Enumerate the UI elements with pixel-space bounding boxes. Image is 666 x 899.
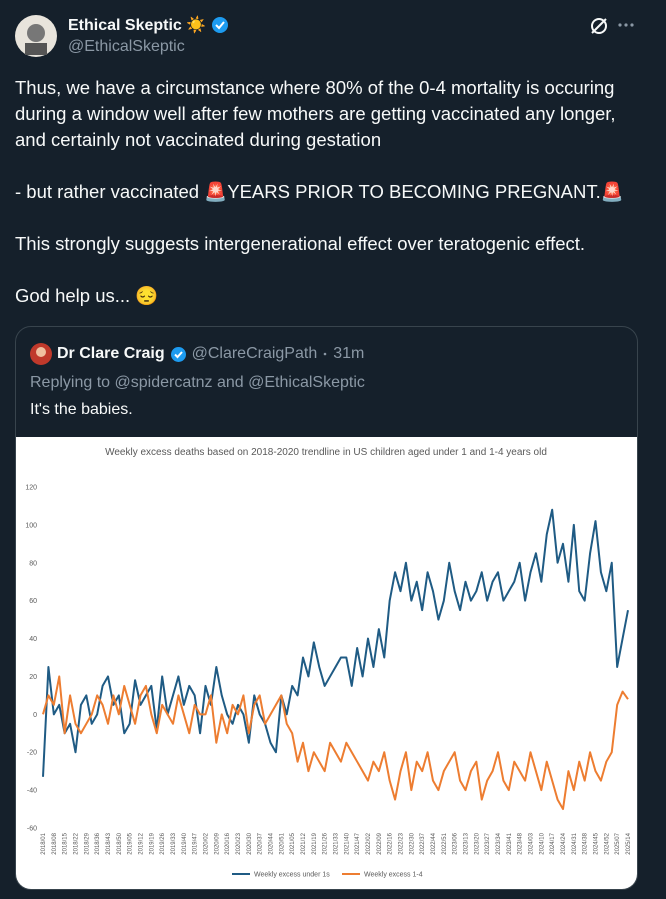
- y-tick-label: 40: [29, 636, 37, 643]
- separator-dot: [323, 352, 327, 356]
- x-tick-label: 2021/26: [323, 832, 329, 854]
- x-tick-label: 2022/02: [366, 832, 372, 854]
- x-tick-label: 2022/23: [399, 832, 405, 854]
- x-tick-label: 2023/48: [518, 832, 524, 854]
- x-tick-label: 2018/22: [74, 832, 80, 854]
- x-tick-label: 2020/30: [247, 832, 253, 854]
- y-tick-label: 80: [29, 560, 37, 567]
- series-line: [42, 675, 629, 811]
- x-tick-label: 2018/36: [95, 832, 101, 854]
- verified-badge: [212, 17, 229, 33]
- y-tick-label: 100: [25, 522, 37, 529]
- x-tick-label: 2018/50: [117, 832, 123, 854]
- legend-label: Weekly excess 1-4: [364, 872, 423, 879]
- legend-label: Weekly excess under 1s: [254, 872, 330, 879]
- x-tick-label: 2021/40: [344, 832, 350, 854]
- x-tick-label: 2018/15: [63, 832, 69, 854]
- series-line: [42, 508, 629, 777]
- x-tick-label: 2022/16: [388, 832, 394, 854]
- x-tick-label: 2019/47: [193, 832, 199, 854]
- x-tick-label: 2024/17: [550, 832, 556, 854]
- x-tick-label: 2018/29: [84, 832, 90, 854]
- x-tick-label: 2021/12: [301, 832, 307, 854]
- verified-badge: [170, 346, 186, 362]
- x-tick-label: 2024/45: [594, 832, 600, 854]
- x-tick-label: 2019/19: [149, 832, 155, 854]
- chart-title: Weekly excess deaths based on 2018-2020 …: [105, 447, 547, 458]
- x-tick-label: 2020/16: [225, 832, 231, 854]
- quoted-avatar: [30, 343, 52, 365]
- x-tick-label: 2019/12: [139, 832, 145, 854]
- x-tick-label: 2024/38: [583, 832, 589, 854]
- author-name[interactable]: Ethical Skeptic ☀️: [68, 17, 207, 34]
- tweet-body: Thus, we have a circumstance where 80% o…: [15, 75, 635, 335]
- x-tick-label: 2020/44: [269, 832, 275, 854]
- x-tick-label: 2024/10: [539, 832, 545, 854]
- x-tick-label: 2024/31: [572, 832, 578, 854]
- x-tick-label: 2022/37: [420, 832, 426, 854]
- x-tick-label: 2020/02: [204, 832, 210, 854]
- x-tick-label: 2019/26: [160, 832, 166, 854]
- avatar[interactable]: [15, 15, 57, 57]
- x-tick-label: 2018/43: [106, 832, 112, 854]
- quoted-text: It's the babies.: [30, 401, 133, 418]
- y-tick-label: 0: [33, 712, 37, 719]
- quoted-author-name: Dr Clare Craig: [57, 345, 165, 362]
- x-tick-label: 2024/03: [529, 832, 535, 854]
- x-tick-label: 2023/20: [474, 832, 480, 854]
- x-tick-label: 2021/47: [355, 832, 361, 854]
- x-tick-label: 2023/27: [485, 832, 491, 854]
- x-tick-label: 2025/14: [626, 832, 632, 854]
- x-tick-label: 2020/51: [279, 832, 285, 854]
- grok-icon[interactable]: [589, 16, 609, 36]
- paragraph: This strongly suggests intergenerational…: [15, 233, 586, 254]
- x-tick-label: 2018/01: [41, 832, 47, 854]
- y-tick-label: -20: [27, 750, 37, 757]
- x-tick-label: 2022/44: [431, 832, 437, 854]
- x-tick-label: 2023/06: [453, 832, 459, 854]
- paragraph: - but rather vaccinated 🚨YEARS PRIOR TO …: [15, 181, 624, 202]
- y-tick-label: 120: [25, 485, 37, 492]
- x-tick-label: 2021/05: [290, 832, 296, 854]
- x-tick-label: 2025/07: [615, 832, 621, 854]
- x-tick-label: 2020/23: [236, 832, 242, 854]
- x-tick-label: 2020/09: [214, 832, 220, 854]
- x-tick-label: 2023/13: [464, 832, 470, 854]
- chart-image: Weekly excess deaths based on 2018-2020 …: [16, 437, 637, 889]
- quoted-tweet[interactable]: Dr Clare Craig @ClareCraigPath 31m Reply…: [15, 326, 638, 890]
- x-tick-label: 2022/09: [377, 832, 383, 854]
- paragraph: God help us... 😔: [15, 285, 159, 306]
- x-tick-label: 2024/24: [561, 832, 567, 854]
- y-tick-label: -40: [27, 788, 37, 795]
- x-tick-label: 2022/30: [409, 832, 415, 854]
- x-tick-label: 2021/33: [334, 832, 340, 854]
- y-tick-label: -60: [27, 826, 37, 833]
- y-tick-label: 20: [29, 674, 37, 681]
- x-tick-label: 2023/41: [507, 832, 513, 854]
- x-tick-label: 2020/37: [258, 832, 264, 854]
- quoted-handle: @ClareCraigPath: [191, 345, 318, 362]
- author-handle[interactable]: @EthicalSkeptic: [68, 38, 185, 55]
- paragraph: Thus, we have a circumstance where 80% o…: [15, 77, 616, 150]
- x-tick-label: 2018/08: [52, 832, 58, 854]
- quoted-time: 31m: [333, 345, 365, 362]
- x-tick-label: 2022/51: [442, 832, 448, 854]
- x-tick-label: 2024/52: [604, 832, 610, 854]
- reply-line: Replying to @spidercatnz and @EthicalSke…: [30, 374, 365, 391]
- x-tick-label: 2019/40: [182, 832, 188, 854]
- x-tick-label: 2019/33: [171, 832, 177, 854]
- x-tick-label: 2019/05: [128, 832, 134, 854]
- more-menu[interactable]: [617, 22, 635, 28]
- chart: -60 -40 -20 0 20 40 60 80 100 120 2018/01 2018/08 20…: [25, 485, 632, 879]
- x-tick-label: 2021/19: [312, 832, 318, 854]
- y-tick-label: 60: [29, 598, 37, 605]
- x-tick-label: 2023/34: [496, 832, 502, 854]
